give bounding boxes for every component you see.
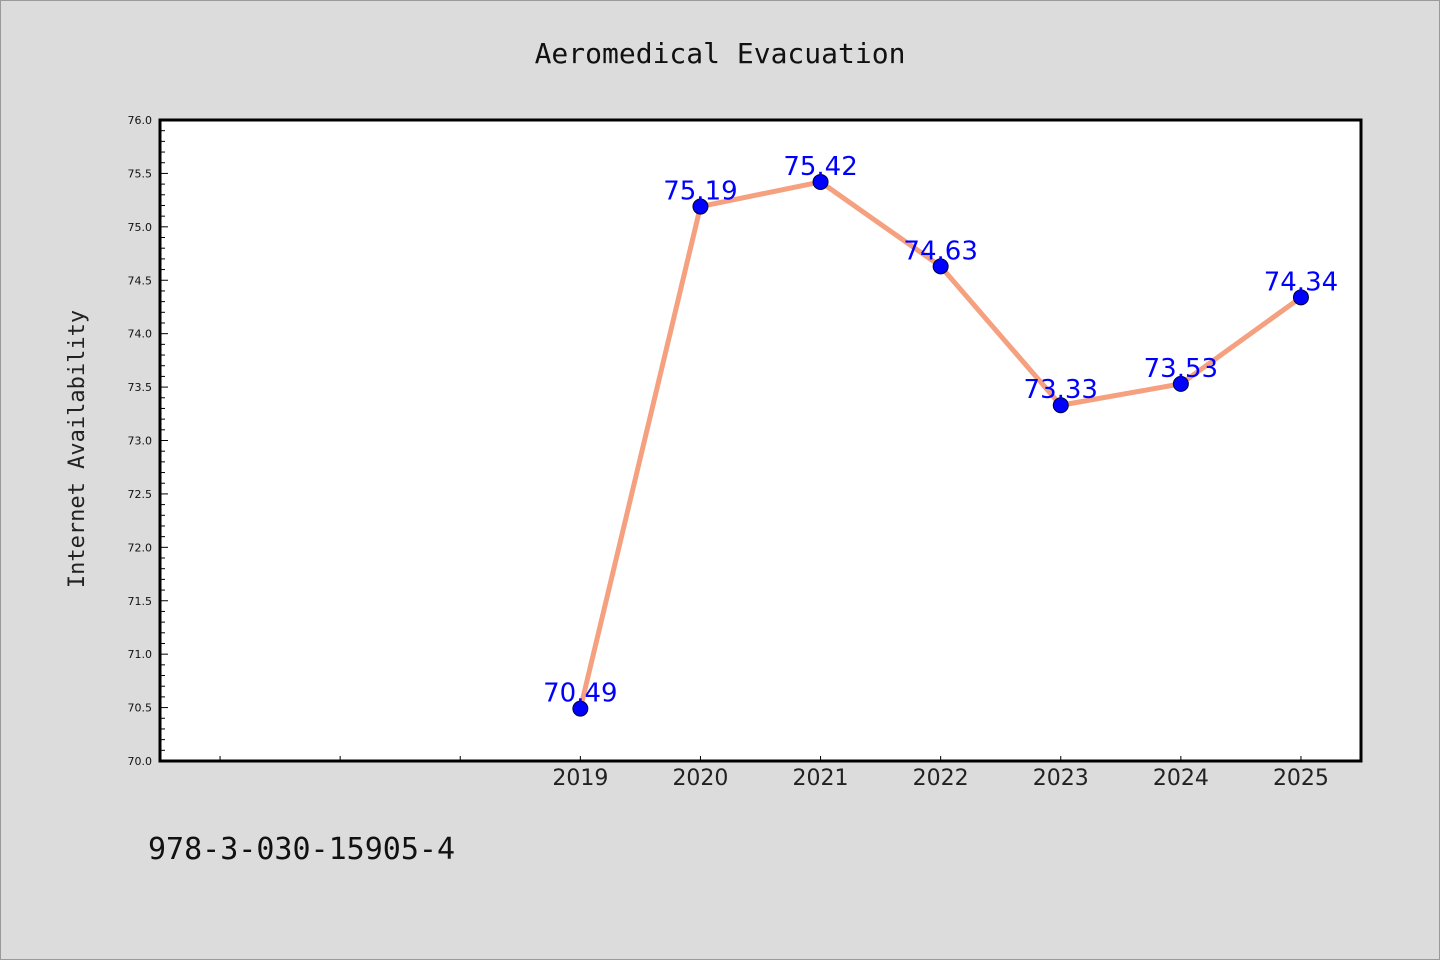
y-tick-label: 70.0	[128, 755, 153, 768]
y-tick-label: 74.0	[128, 328, 153, 341]
series-layer	[572, 173, 1309, 717]
data-point	[812, 173, 829, 190]
data-label: 75.19	[663, 177, 737, 207]
y-tick-label: 73.5	[128, 381, 153, 394]
x-tick-label: 2023	[1033, 766, 1089, 791]
data-point	[1292, 289, 1309, 306]
data-label-layer: 70.49 75.19 75.42 74.63 73.33 73.53 74.34	[543, 152, 1338, 709]
y-tick-label: 75.0	[128, 221, 153, 234]
y-tick-label: 71.0	[128, 648, 153, 661]
data-point	[1172, 375, 1189, 392]
x-axis: 2019 2020 2021 2022 2023 2024 2025	[219, 756, 1329, 791]
data-label: 74.34	[1264, 267, 1338, 297]
plot-area	[158, 118, 1363, 763]
y-tick-label: 72.5	[128, 488, 153, 501]
y-axis: 70.0 70.5 71.0 71.5 72.0 72.5 73.0 73.5 74.0 74.5…	[128, 114, 168, 768]
x-tick-label: 2024	[1153, 766, 1209, 791]
data-point	[932, 258, 949, 275]
data-label: 70.49	[543, 679, 617, 709]
data-point	[692, 198, 709, 215]
y-tick-label: 73.0	[128, 435, 153, 448]
y-tick-label: 70.5	[128, 702, 153, 715]
data-label: 73.53	[1144, 354, 1218, 384]
data-point	[1052, 397, 1069, 414]
footer-id-text: 978-3-030-15905-4	[148, 832, 456, 867]
chart-title: Aeromedical Evacuation	[535, 37, 906, 70]
x-tick-label: 2020	[672, 766, 728, 791]
y-tick-label: 74.5	[128, 274, 153, 287]
data-point	[572, 700, 589, 717]
y-axis-label: Internet Availability	[65, 310, 90, 588]
data-label: 73.33	[1024, 375, 1098, 405]
x-tick-label: 2022	[913, 766, 969, 791]
x-tick-label: 2025	[1273, 766, 1329, 791]
y-tick-label: 71.5	[128, 595, 153, 608]
data-label: 74.63	[903, 236, 977, 266]
x-tick-label: 2019	[552, 766, 608, 791]
data-label: 75.42	[783, 152, 857, 182]
y-tick-label: 72.0	[128, 541, 153, 554]
y-tick-label: 76.0	[128, 114, 153, 127]
x-tick-label: 2021	[793, 766, 849, 791]
y-tick-label: 75.5	[128, 167, 153, 180]
